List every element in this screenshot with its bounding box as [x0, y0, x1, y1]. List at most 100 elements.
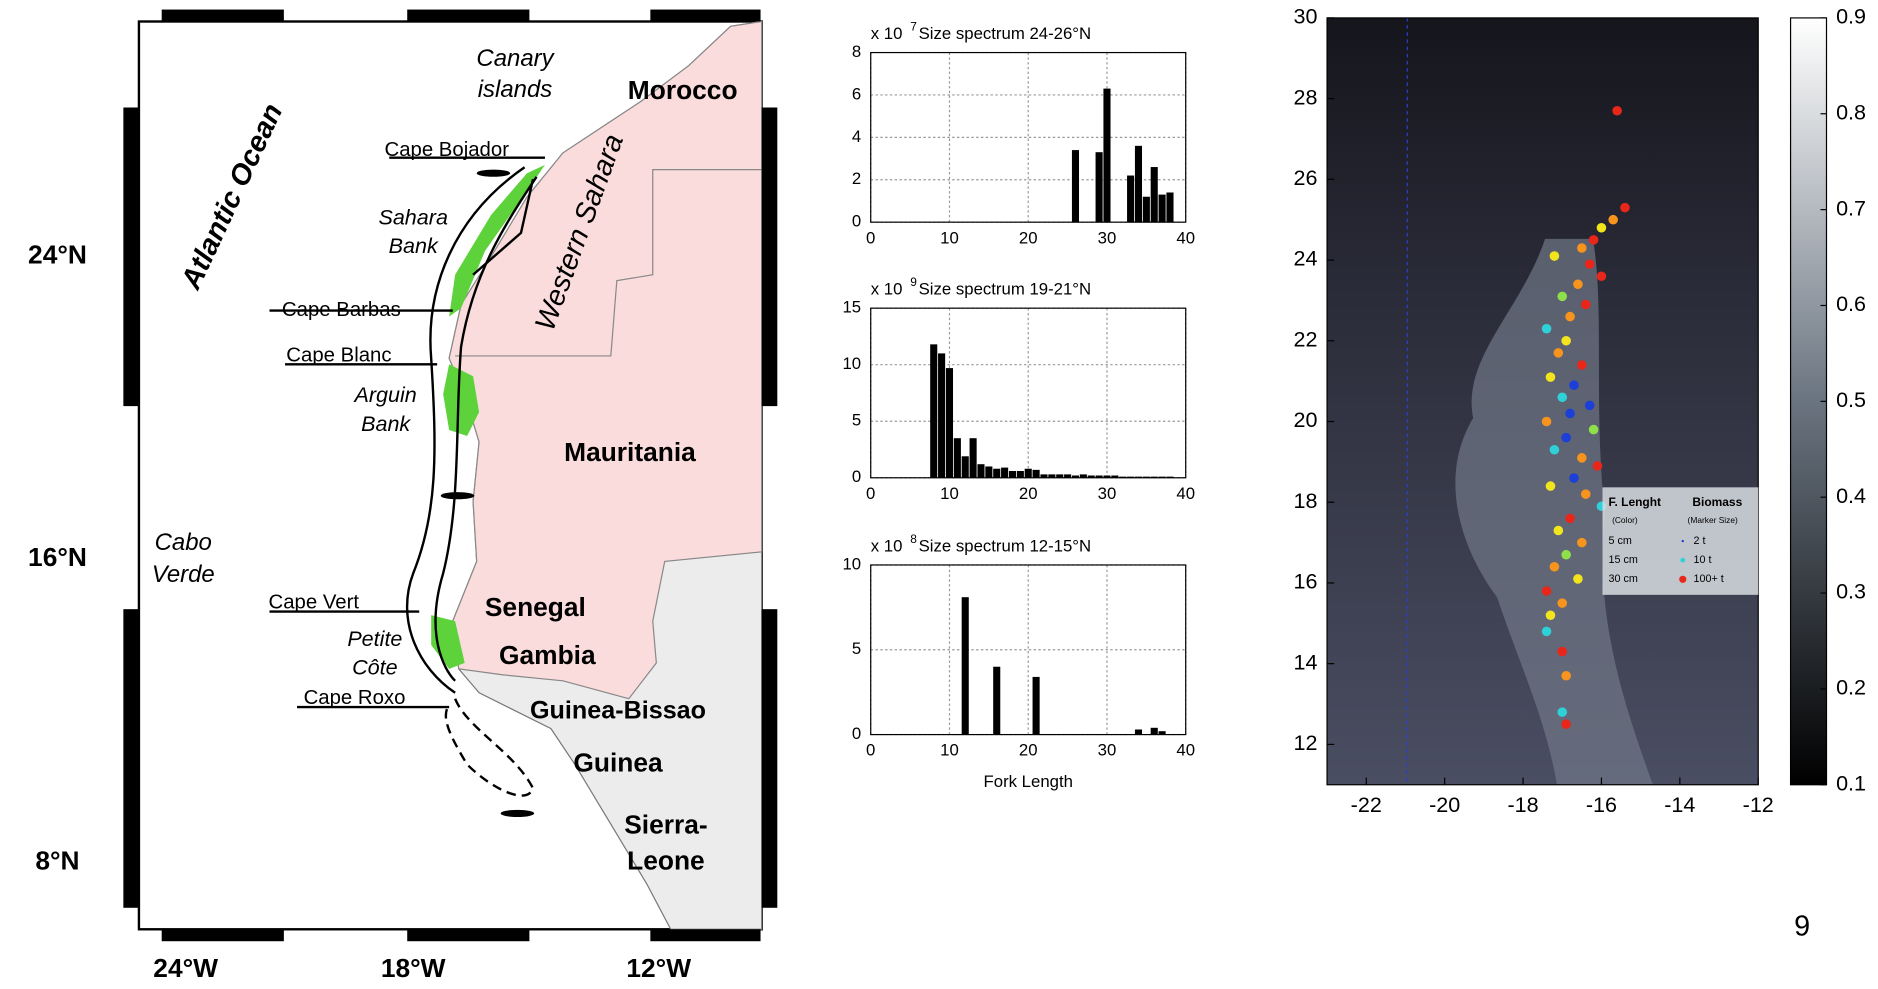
point — [1554, 526, 1564, 536]
x-tick-label: 30 — [1098, 228, 1117, 247]
y-tick-label: 0 — [852, 724, 861, 743]
bar — [1033, 470, 1040, 478]
scale-base: x 10 — [871, 280, 903, 299]
point — [1589, 235, 1599, 245]
y-tick-label: 6 — [852, 84, 861, 103]
x-tick-label: -20 — [1429, 793, 1460, 817]
point — [1581, 489, 1591, 499]
lon-label: 24°W — [153, 953, 218, 983]
y-tick-label: 10 — [842, 554, 861, 573]
point — [1612, 106, 1622, 116]
point — [1557, 393, 1567, 403]
bar — [985, 466, 992, 477]
colorbar-tick-label: 0.1 — [1836, 771, 1866, 795]
point — [1597, 223, 1607, 233]
colorbar-tick-label: 0.7 — [1836, 196, 1866, 220]
point — [1542, 586, 1552, 596]
y-tick-label: 26 — [1294, 166, 1318, 190]
map-label: Arguin — [353, 383, 417, 407]
y-tick-label: 20 — [1294, 408, 1318, 432]
point — [1546, 372, 1556, 382]
point — [1542, 324, 1552, 334]
map-label: Cape Vert — [269, 592, 360, 614]
x-tick-label: 20 — [1019, 484, 1038, 503]
legend-label: 15 cm — [1609, 554, 1638, 566]
bar — [1127, 176, 1134, 223]
bar — [1017, 471, 1024, 478]
point — [1573, 280, 1583, 290]
point — [1565, 514, 1575, 524]
bar — [1025, 469, 1032, 478]
bar — [970, 438, 977, 478]
x-tick-label: -16 — [1586, 793, 1617, 817]
y-tick-label: 16 — [1294, 570, 1318, 594]
point — [1577, 360, 1587, 370]
point — [1569, 473, 1579, 483]
bar — [1033, 677, 1040, 735]
colorbar-tick-label: 0.2 — [1836, 676, 1866, 700]
scale-base: x 10 — [871, 24, 903, 43]
point — [1561, 433, 1571, 443]
y-tick-label: 2 — [852, 169, 861, 188]
y-tick-label: 10 — [842, 354, 861, 373]
map-label: Bank — [361, 412, 411, 436]
map-label: Verde — [152, 561, 215, 588]
point — [1550, 562, 1560, 572]
point — [1561, 336, 1571, 346]
y-tick-label: 12 — [1294, 731, 1318, 755]
bar — [1159, 195, 1166, 223]
bar — [1135, 729, 1142, 734]
colorbar-tick-label: 0.8 — [1836, 100, 1866, 124]
x-tick-label: 40 — [1176, 484, 1195, 503]
map-label: Leone — [627, 845, 705, 875]
legend-label: 30 cm — [1609, 573, 1638, 585]
map-label: islands — [478, 76, 553, 103]
x-tick-label: 40 — [1176, 228, 1195, 247]
x-tick-label: 10 — [940, 228, 959, 247]
bar — [1001, 468, 1008, 478]
map-label: Senegal — [485, 592, 586, 622]
lat-label: 16°N — [28, 542, 87, 572]
lat-label: 8°N — [35, 845, 79, 875]
x-tick-label: 10 — [940, 484, 959, 503]
bar — [1151, 167, 1158, 222]
scale-exponent: 9 — [910, 275, 917, 289]
point — [1608, 215, 1618, 225]
legend-label: 2 t — [1694, 535, 1706, 547]
map-label: Gambia — [499, 640, 596, 670]
bar — [1166, 192, 1173, 222]
legend-marker — [1679, 576, 1686, 583]
point — [1557, 598, 1567, 608]
lon-label: 18°W — [381, 953, 446, 983]
map-label: Guinea — [573, 747, 663, 777]
point — [1577, 538, 1587, 548]
y-tick-label: 14 — [1294, 650, 1318, 674]
x-tick-label: -18 — [1507, 793, 1538, 817]
map-label: Bank — [389, 234, 439, 258]
x-tick-label: 10 — [940, 741, 959, 760]
bar — [977, 464, 984, 478]
legend-label: 100+ t — [1694, 573, 1724, 585]
point — [1561, 671, 1571, 681]
map-label: Cape Bojador — [385, 139, 510, 161]
legend-marker — [1680, 558, 1685, 563]
map-label: Petite — [347, 627, 402, 651]
point — [1557, 707, 1567, 717]
chart-title: Size spectrum 24-26°N — [919, 24, 1091, 43]
point — [1557, 647, 1567, 657]
scale-base: x 10 — [871, 536, 903, 555]
point — [1542, 627, 1552, 637]
point — [1561, 719, 1571, 729]
map-label: Sahara — [378, 205, 448, 229]
bar — [1096, 152, 1103, 222]
y-tick-label: 0 — [852, 467, 861, 486]
bar — [993, 667, 1000, 735]
x-tick-label: 40 — [1176, 741, 1195, 760]
point — [1561, 550, 1571, 560]
bar — [1072, 150, 1079, 222]
map-label: Cape Barbas — [282, 299, 401, 321]
x-axis-label: Fork Length — [984, 772, 1073, 791]
legend-subtitle: (Marker Size) — [1688, 515, 1738, 525]
point — [1554, 348, 1564, 358]
y-tick-label: 24 — [1294, 247, 1318, 271]
